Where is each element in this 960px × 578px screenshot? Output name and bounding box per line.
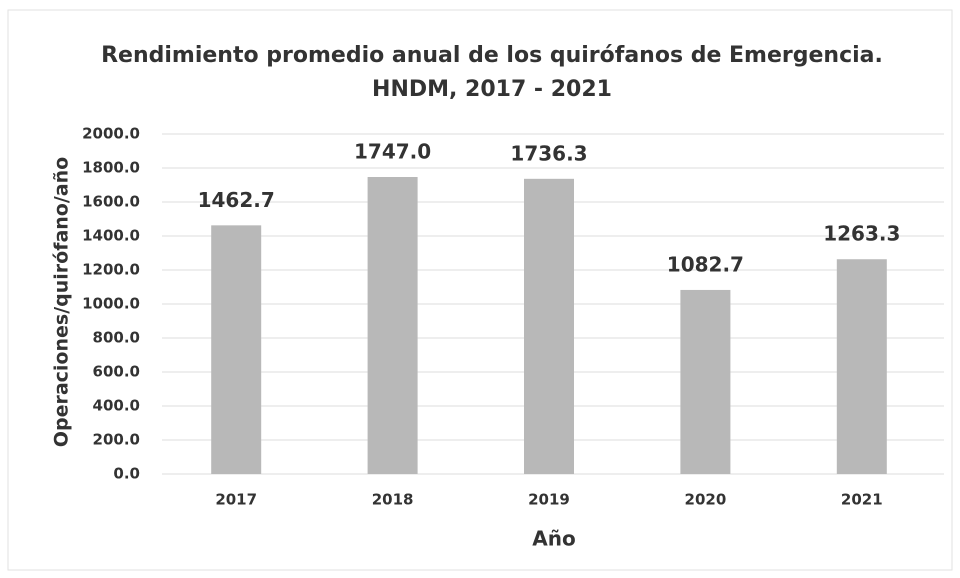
x-axis-label: Año xyxy=(532,527,575,551)
x-tick-label: 2021 xyxy=(841,491,883,509)
y-tick-label: 2000.0 xyxy=(82,125,140,143)
y-tick-label: 1000.0 xyxy=(82,295,140,313)
y-tick-label: 1800.0 xyxy=(82,159,140,177)
y-tick-label: 600.0 xyxy=(93,363,140,381)
y-tick-label: 200.0 xyxy=(93,431,140,449)
chart-subtitle: HNDM, 2017 - 2021 xyxy=(372,77,612,102)
x-tick-label: 2019 xyxy=(528,491,570,509)
y-tick-label: 0.0 xyxy=(113,465,140,483)
y-tick-label: 1400.0 xyxy=(82,227,140,245)
y-tick-label: 400.0 xyxy=(93,397,140,415)
y-tick-label: 800.0 xyxy=(93,329,140,347)
x-tick-label: 2018 xyxy=(372,491,414,509)
bar xyxy=(524,178,574,475)
bar xyxy=(211,225,262,474)
data-label: 1263.3 xyxy=(823,222,900,246)
bar xyxy=(680,289,731,474)
chart-frame xyxy=(7,9,953,571)
data-label: 1747.0 xyxy=(354,140,431,164)
data-label: 1736.3 xyxy=(510,141,587,165)
chart-title: Rendimiento promedio anual de los quiróf… xyxy=(101,43,883,68)
y-axis-label: Operaciones/quirófano/año xyxy=(51,157,73,447)
y-tick-label: 1600.0 xyxy=(82,193,140,211)
x-tick-label: 2020 xyxy=(685,491,727,509)
x-tick-label: 2017 xyxy=(215,491,257,509)
y-tick-label: 1200.0 xyxy=(82,261,140,279)
bar xyxy=(836,259,887,474)
data-label: 1462.7 xyxy=(198,188,275,212)
data-label: 1082.7 xyxy=(667,252,744,276)
bar xyxy=(367,177,418,474)
